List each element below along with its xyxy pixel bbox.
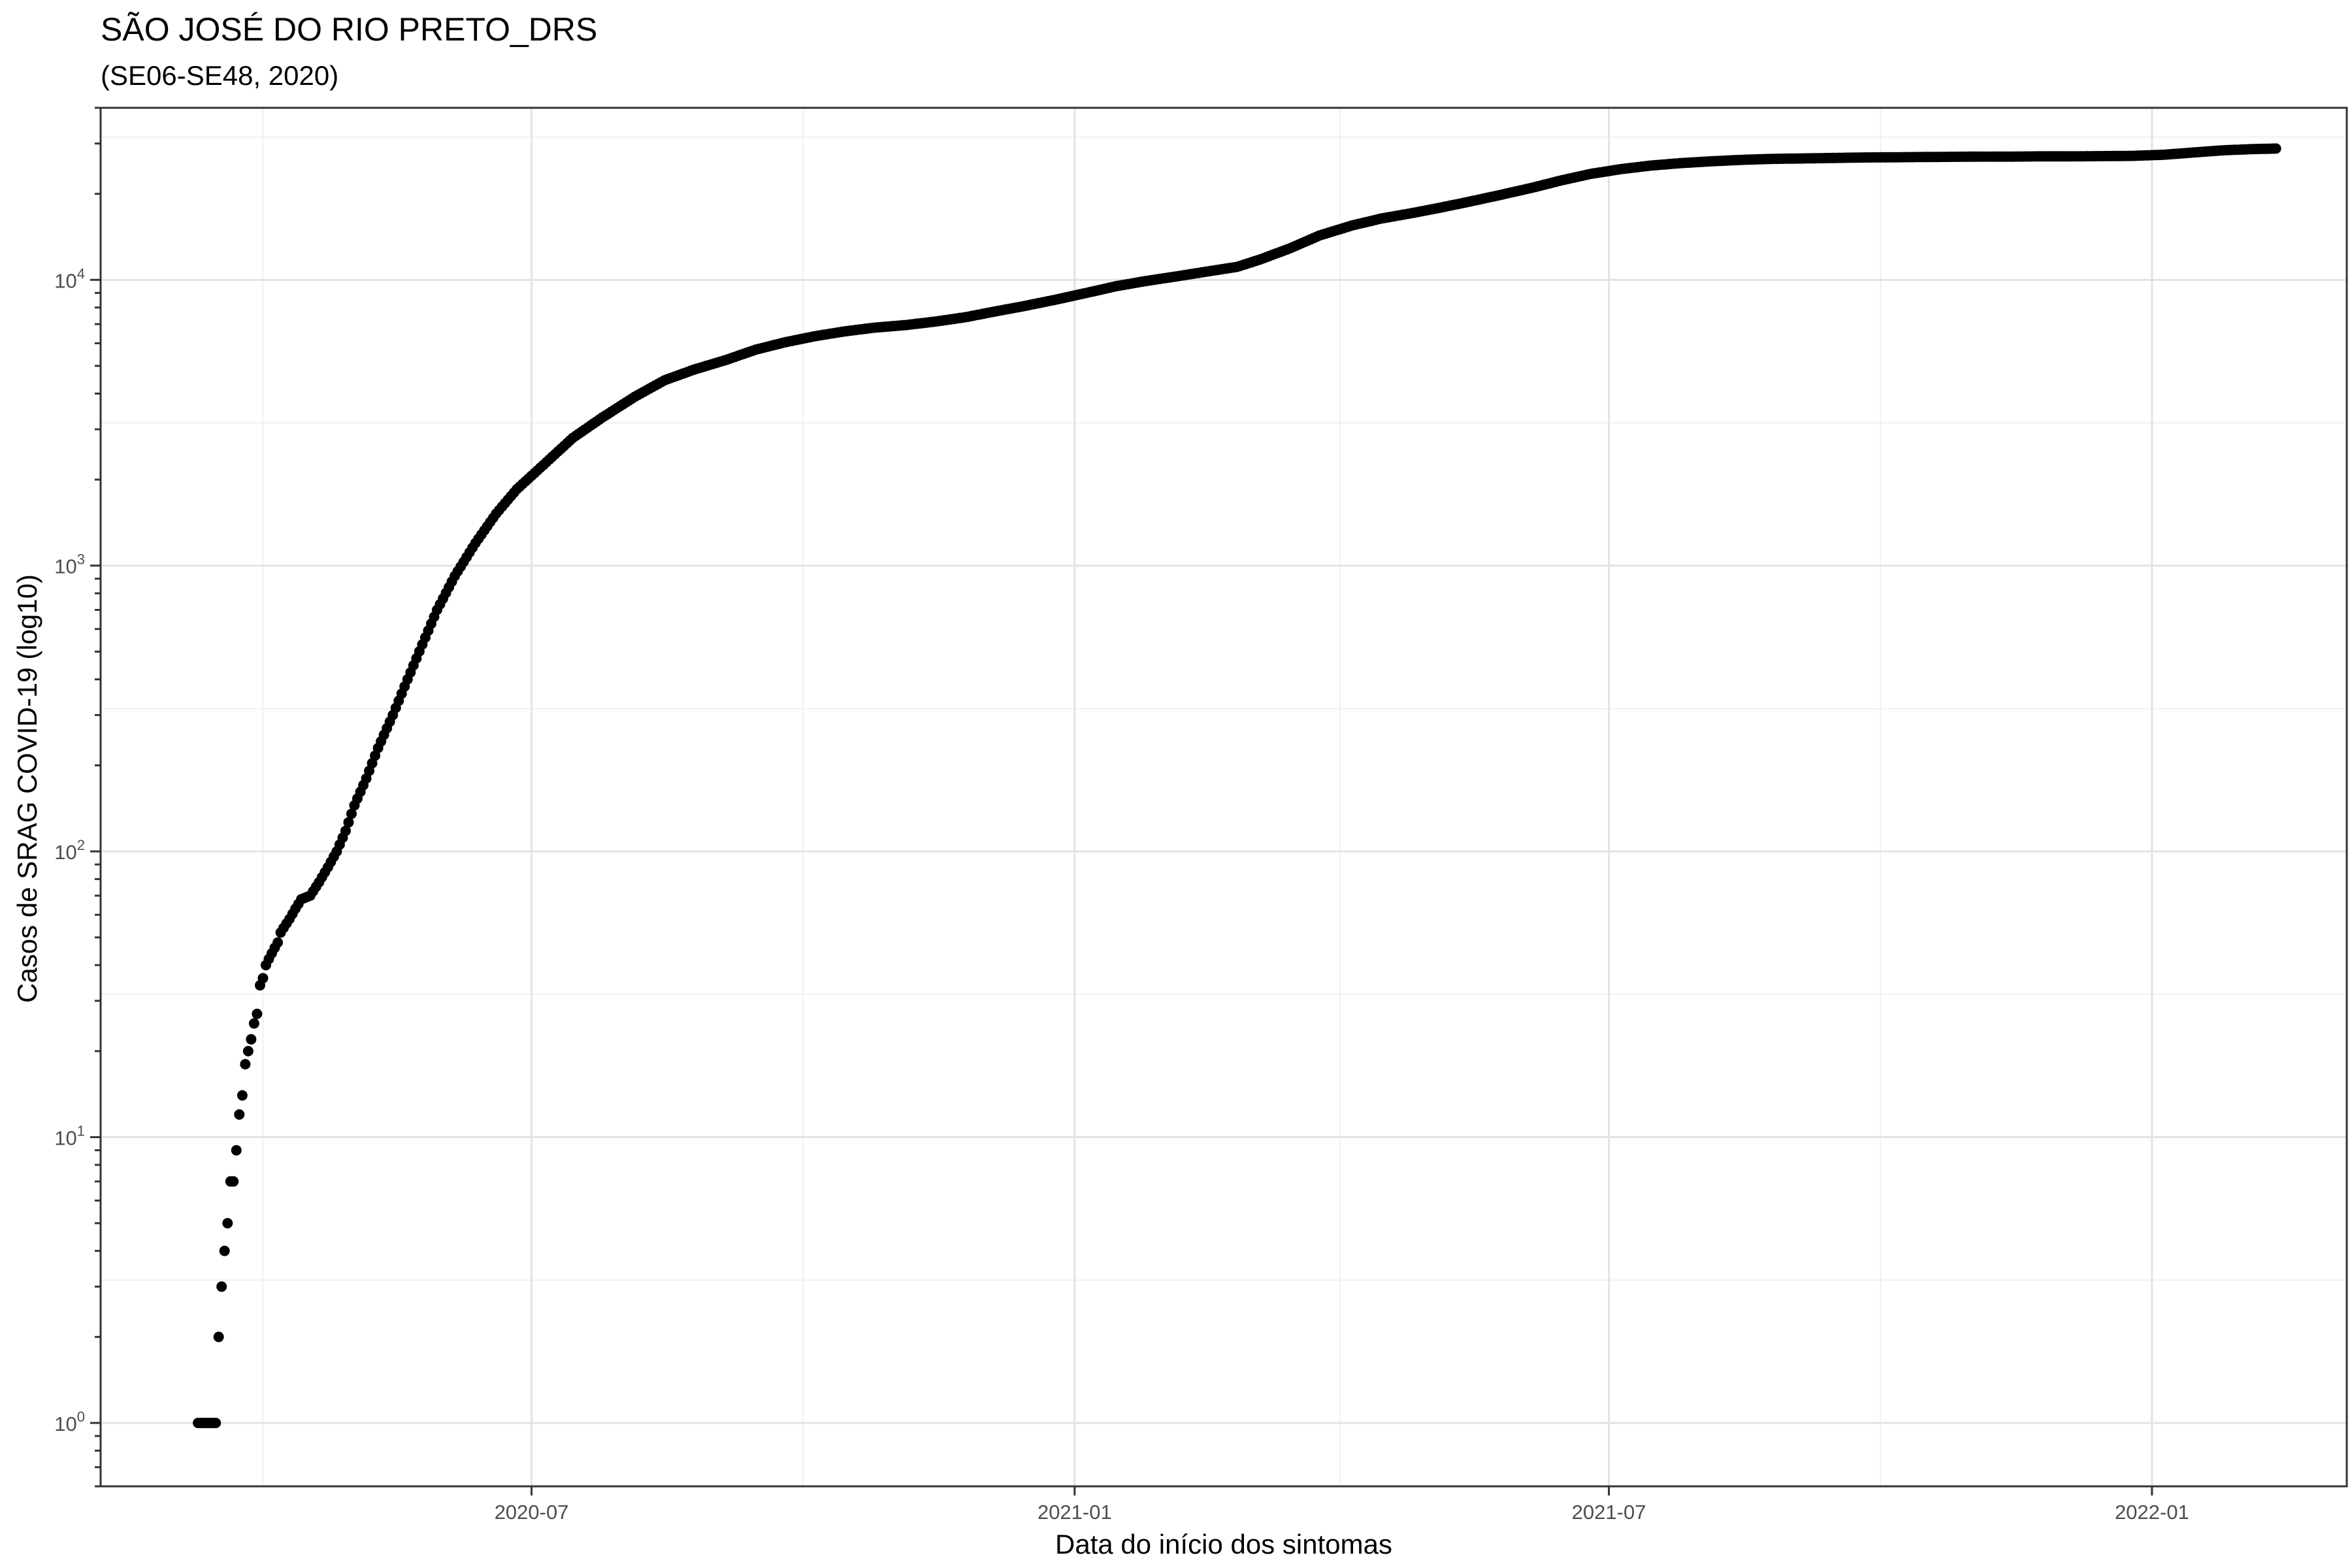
data-point	[272, 937, 284, 948]
y-tick-label: 100	[54, 1409, 85, 1435]
y-tick-label: 104	[54, 265, 85, 292]
y-tick-label: 102	[54, 837, 85, 864]
y-tick-label: 101	[54, 1123, 85, 1150]
plot-panel-border	[99, 106, 2348, 1488]
data-point	[242, 1045, 253, 1056]
data-point	[340, 825, 351, 836]
data-point	[248, 1018, 259, 1029]
chart-subtitle: (SE06-SE48, 2020)	[101, 60, 338, 91]
data-point	[219, 1245, 230, 1256]
y-tick-label: 103	[54, 551, 85, 578]
grid	[101, 108, 2347, 1486]
y-axis-title: Casos de SRAG COVID-19 (log10)	[12, 574, 42, 1003]
y-axis: 100 101 102 103 104	[54, 106, 101, 1488]
x-tick-label: 2021-01	[1037, 1501, 1112, 1524]
data-point	[346, 808, 357, 819]
x-axis: 2020-07 2021-01 2021-07 2022-01	[495, 1486, 2189, 1524]
data-point	[234, 1109, 245, 1120]
data-point	[2270, 143, 2281, 154]
x-tick-label: 2020-07	[495, 1501, 569, 1524]
data-point	[231, 1145, 242, 1156]
x-tick-label: 2022-01	[2115, 1501, 2189, 1524]
data-point	[246, 1034, 257, 1045]
chart-title: SÃO JOSÉ DO RIO PRETO_DRS	[101, 11, 597, 48]
data-point	[252, 1008, 263, 1019]
data-point	[216, 1281, 227, 1292]
data-point	[343, 817, 354, 828]
data-point	[222, 1218, 233, 1229]
x-axis-title: Data do início dos sintomas	[1055, 1529, 1392, 1560]
x-tick-label: 2021-07	[1572, 1501, 1646, 1524]
data-point	[237, 1090, 248, 1101]
data-points	[193, 143, 2281, 1428]
data-point	[210, 1418, 221, 1428]
data-point	[240, 1058, 251, 1070]
data-point	[213, 1331, 224, 1343]
data-point	[257, 973, 269, 984]
data-point	[228, 1176, 239, 1187]
